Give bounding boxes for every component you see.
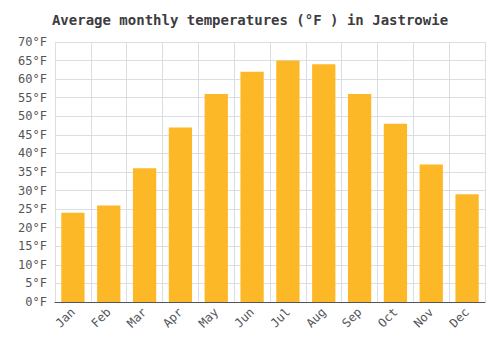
svg-text:Apr: Apr — [160, 305, 185, 330]
svg-text:0°F: 0°F — [25, 295, 47, 309]
svg-text:65°F: 65°F — [18, 54, 47, 68]
svg-text:Aug: Aug — [303, 305, 328, 330]
svg-text:Nov: Nov — [411, 305, 436, 330]
svg-text:20°F: 20°F — [18, 221, 47, 235]
svg-text:30°F: 30°F — [18, 184, 47, 198]
svg-text:5°F: 5°F — [25, 276, 47, 290]
svg-text:10°F: 10°F — [18, 258, 47, 272]
svg-text:Jan: Jan — [53, 305, 78, 330]
svg-text:Sep: Sep — [339, 305, 364, 330]
svg-text:Oct: Oct — [375, 305, 400, 330]
svg-text:25°F: 25°F — [18, 202, 47, 216]
svg-text:Average monthly temperatures (: Average monthly temperatures (°F ) in Ja… — [52, 12, 448, 28]
svg-text:35°F: 35°F — [18, 165, 47, 179]
svg-text:May: May — [196, 305, 221, 330]
svg-text:70°F: 70°F — [18, 35, 47, 49]
svg-text:40°F: 40°F — [18, 146, 47, 160]
svg-text:Jun: Jun — [232, 305, 257, 330]
svg-text:Dec: Dec — [447, 305, 472, 330]
svg-text:Feb: Feb — [88, 305, 113, 330]
svg-text:Jul: Jul — [268, 305, 293, 330]
svg-text:50°F: 50°F — [18, 109, 47, 123]
svg-text:15°F: 15°F — [18, 239, 47, 253]
svg-text:60°F: 60°F — [18, 72, 47, 86]
svg-text:45°F: 45°F — [18, 128, 47, 142]
svg-text:55°F: 55°F — [18, 91, 47, 105]
svg-text:Mar: Mar — [124, 305, 149, 330]
